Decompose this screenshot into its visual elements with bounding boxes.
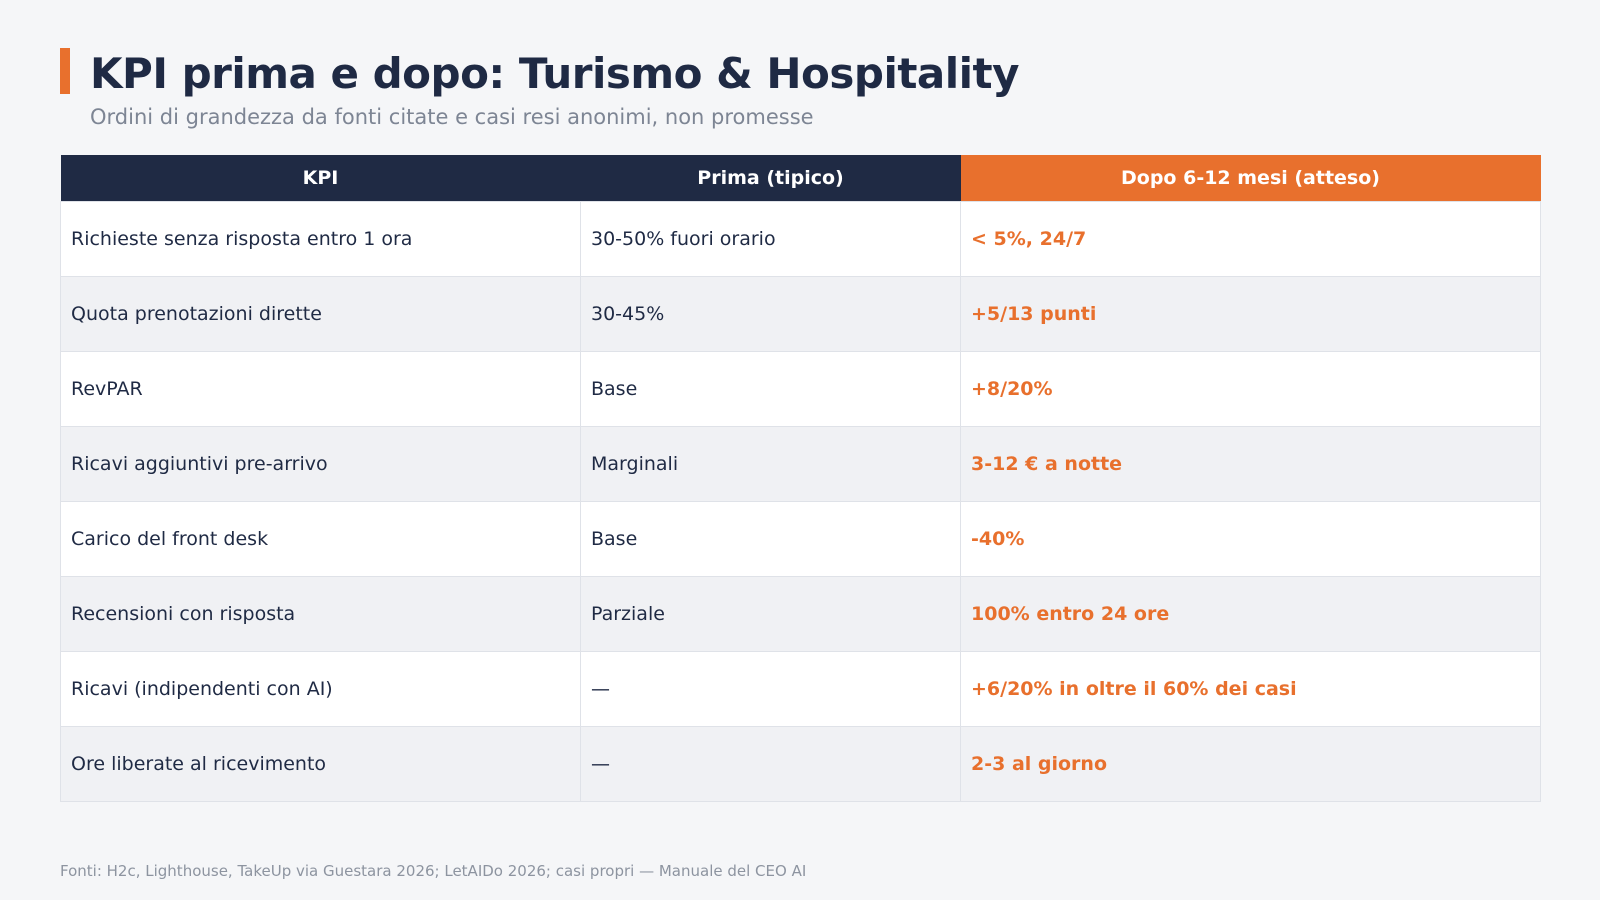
- after-cell: 2-3 al giorno: [960, 726, 1541, 802]
- column-header-before: Prima (tipico): [580, 155, 961, 202]
- after-cell: < 5%, 24/7: [960, 201, 1541, 277]
- before-cell: Base: [580, 501, 961, 577]
- sources-footer: Fonti: H2c, Lighthouse, TakeUp via Guest…: [60, 862, 807, 880]
- kpi-table: KPI Prima (tipico) Dopo 6-12 mesi (attes…: [60, 155, 1541, 802]
- after-cell: -40%: [960, 501, 1541, 577]
- page-title: KPI prima e dopo: Turismo & Hospitality: [90, 49, 1020, 98]
- table-header-row: KPI Prima (tipico) Dopo 6-12 mesi (attes…: [60, 155, 1541, 202]
- table-row: Quota prenotazioni dirette 30-45% +5/13 …: [60, 276, 1541, 352]
- column-header-after: Dopo 6-12 mesi (atteso): [960, 155, 1541, 202]
- kpi-cell: Ore liberate al ricevimento: [60, 726, 581, 802]
- page-subtitle: Ordini di grandezza da fonti citate e ca…: [90, 105, 814, 129]
- before-cell: Base: [580, 351, 961, 427]
- before-cell: Parziale: [580, 576, 961, 652]
- after-cell: +5/13 punti: [960, 276, 1541, 352]
- before-cell: 30-50% fuori orario: [580, 201, 961, 277]
- after-cell: +6/20% in oltre il 60% dei casi: [960, 651, 1541, 727]
- kpi-cell: Carico del front desk: [60, 501, 581, 577]
- kpi-cell: Recensioni con risposta: [60, 576, 581, 652]
- table-row: Richieste senza risposta entro 1 ora 30-…: [60, 201, 1541, 277]
- table-row: Recensioni con risposta Parziale 100% en…: [60, 576, 1541, 652]
- title-accent-bar: [60, 48, 70, 94]
- table-row: Ricavi aggiuntivi pre-arrivo Marginali 3…: [60, 426, 1541, 502]
- kpi-cell: RevPAR: [60, 351, 581, 427]
- kpi-cell: Ricavi aggiuntivi pre-arrivo: [60, 426, 581, 502]
- before-cell: 30-45%: [580, 276, 961, 352]
- kpi-cell: Ricavi (indipendenti con AI): [60, 651, 581, 727]
- table-row: RevPAR Base +8/20%: [60, 351, 1541, 427]
- after-cell: 100% entro 24 ore: [960, 576, 1541, 652]
- before-cell: Marginali: [580, 426, 961, 502]
- after-cell: +8/20%: [960, 351, 1541, 427]
- table-row: Carico del front desk Base -40%: [60, 501, 1541, 577]
- table-row: Ore liberate al ricevimento — 2-3 al gio…: [60, 726, 1541, 802]
- before-cell: —: [580, 726, 961, 802]
- kpi-cell: Quota prenotazioni dirette: [60, 276, 581, 352]
- table-row: Ricavi (indipendenti con AI) — +6/20% in…: [60, 651, 1541, 727]
- before-cell: —: [580, 651, 961, 727]
- column-header-kpi: KPI: [60, 155, 581, 202]
- kpi-cell: Richieste senza risposta entro 1 ora: [60, 201, 581, 277]
- after-cell: 3-12 € a notte: [960, 426, 1541, 502]
